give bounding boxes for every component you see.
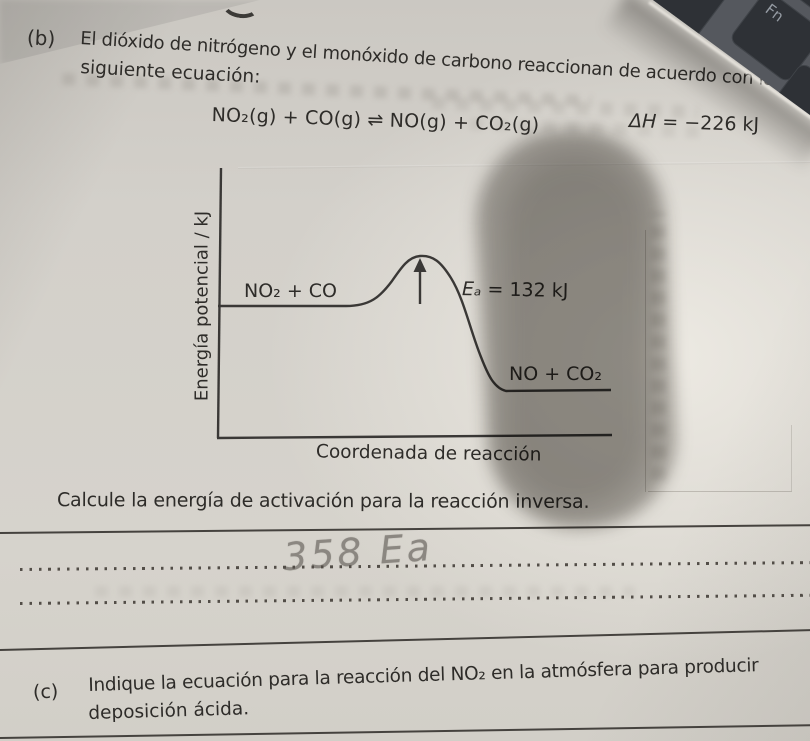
activation-arrow-head [413,258,427,272]
y-axis [216,167,223,439]
part-b-label: (b) [26,25,56,51]
ghost-text-band [95,586,635,597]
camera-shadow-core [500,150,652,510]
reactants-label: NO₂ + CO [244,280,338,302]
ghost-box-line [791,425,792,491]
part-c-text-line2: deposición ácida. [88,698,250,724]
section-divider-rule [0,629,810,651]
delta-h-symbol: ΔH [628,109,657,133]
cropped-glyph-fragment [220,0,262,21]
part-c-text-line1: Indique la ecuación para la reacción del… [88,655,759,696]
diagram-y-axis-label: Energía potencial / kJ [191,210,213,402]
handwritten-answer: 358 Ea [281,524,435,580]
fn-key-label: Fn [761,0,788,26]
part-c-label: (c) [32,680,59,704]
ghost-box-line [648,491,792,492]
bottom-rule [0,724,810,739]
